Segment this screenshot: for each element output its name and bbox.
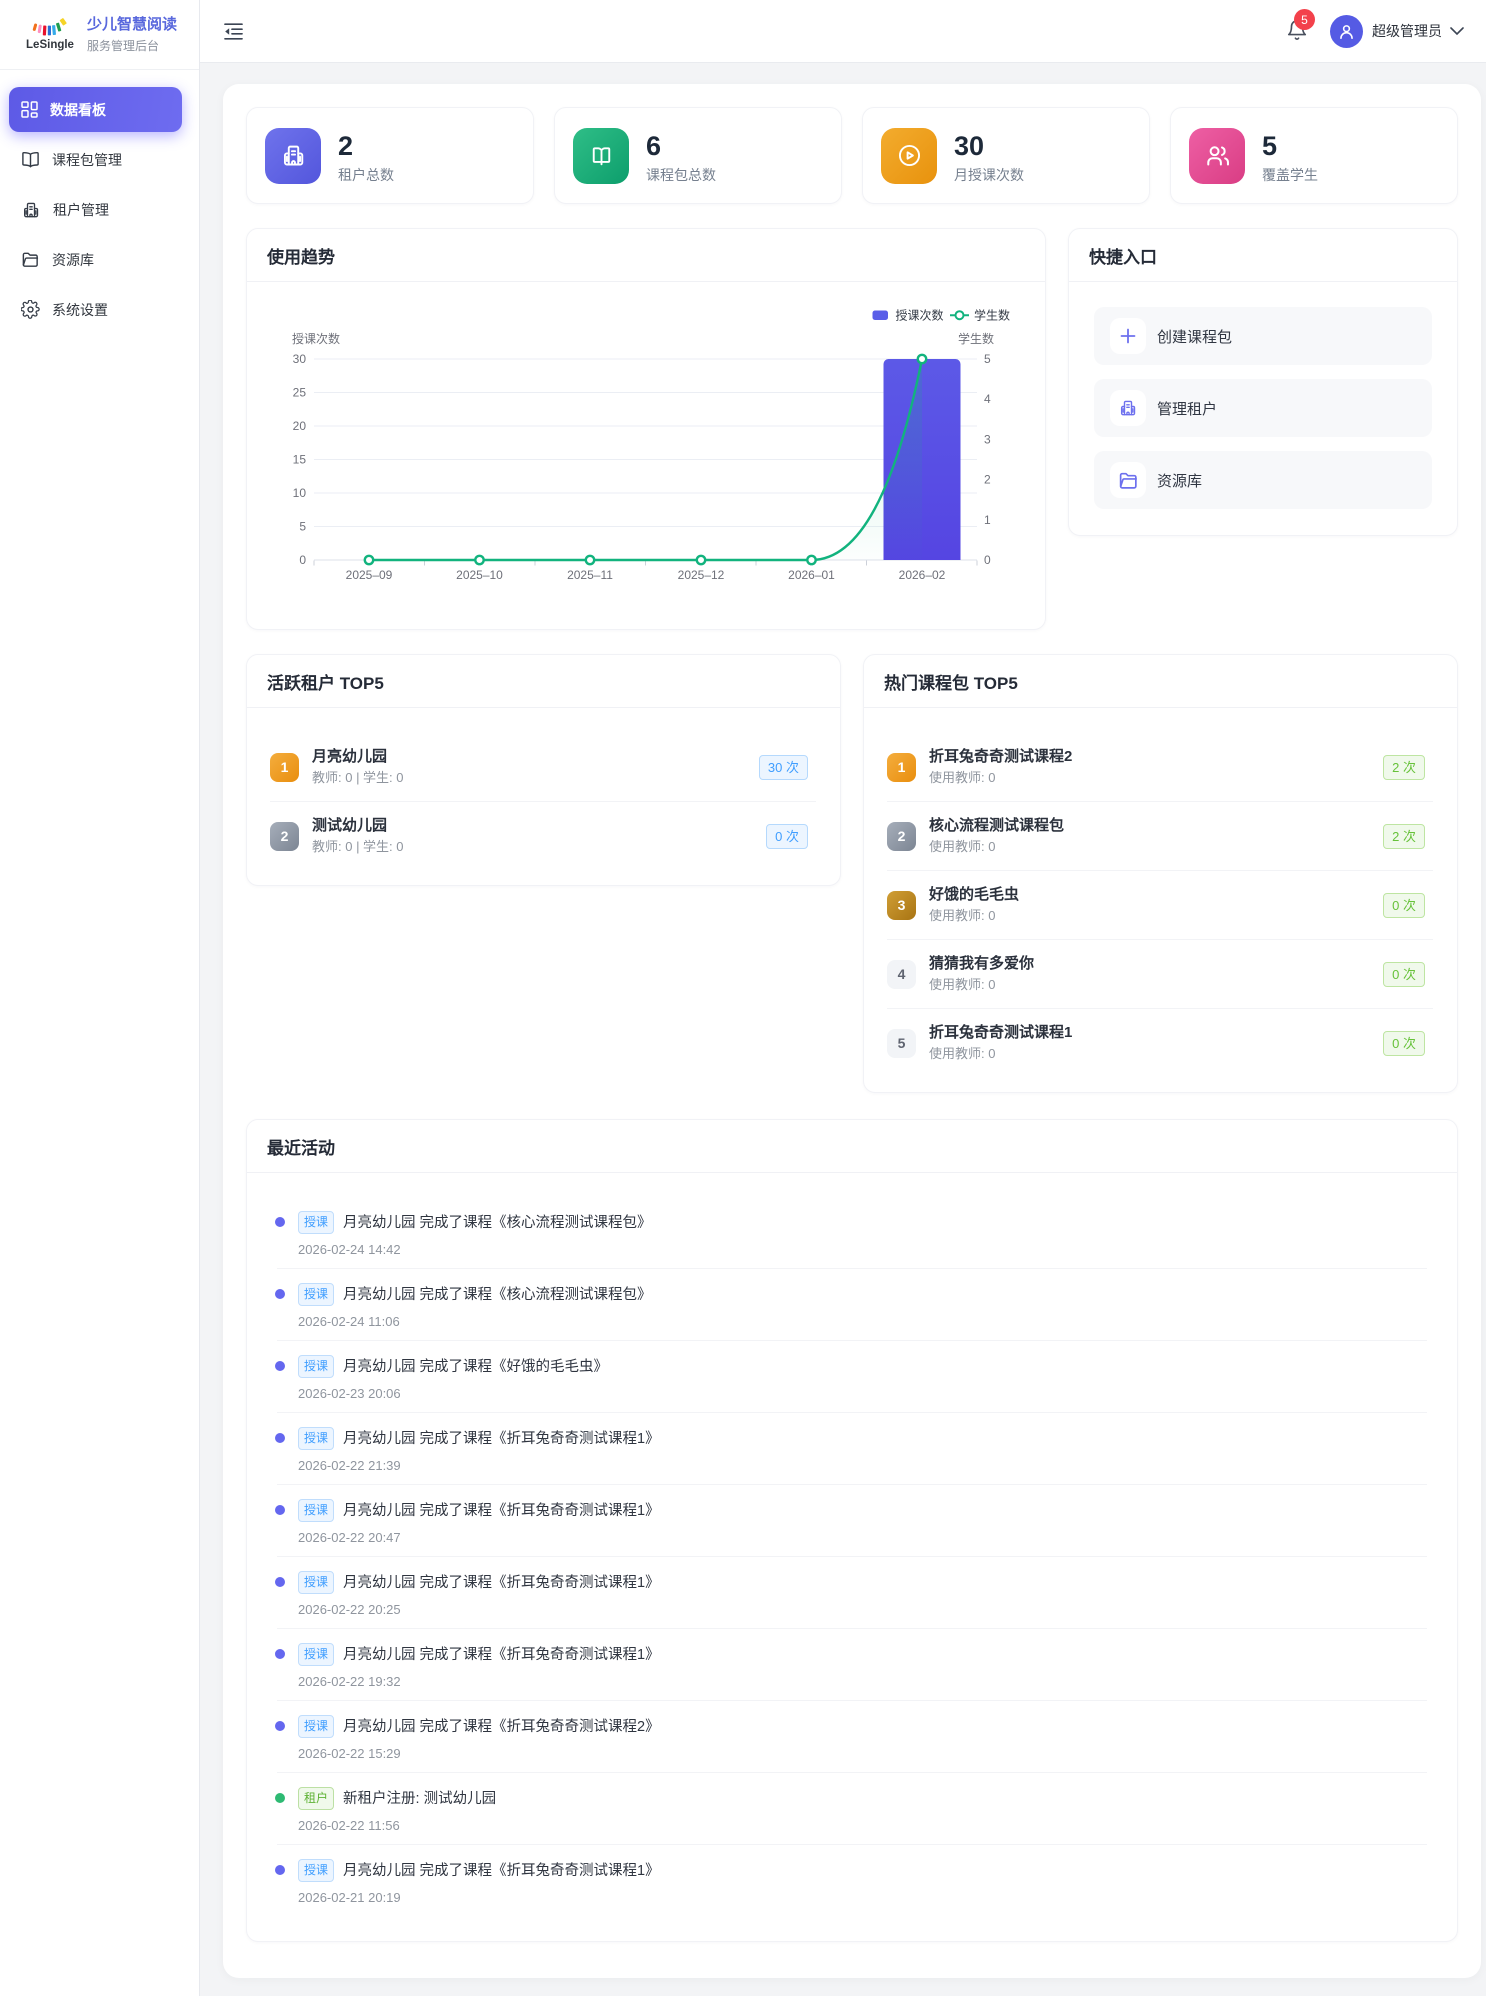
svg-text:15: 15	[293, 453, 307, 467]
svg-text:2025–09: 2025–09	[346, 568, 393, 582]
svg-text:0: 0	[299, 553, 306, 567]
svg-text:授课次数: 授课次数	[292, 331, 340, 346]
svg-text:学生数: 学生数	[958, 331, 994, 346]
svg-text:授课次数: 授课次数	[896, 308, 944, 323]
svg-text:30: 30	[293, 352, 307, 366]
svg-text:4: 4	[984, 392, 991, 406]
svg-text:2026–01: 2026–01	[788, 568, 835, 582]
svg-text:3: 3	[984, 432, 991, 446]
svg-text:0: 0	[984, 553, 991, 567]
svg-text:20: 20	[293, 419, 307, 433]
svg-text:25: 25	[293, 386, 307, 400]
svg-text:5: 5	[984, 352, 991, 366]
svg-text:2: 2	[984, 473, 991, 487]
svg-text:2025–11: 2025–11	[567, 568, 613, 582]
svg-text:2025–10: 2025–10	[456, 568, 503, 582]
svg-text:2025–12: 2025–12	[678, 568, 725, 582]
svg-text:2026–02: 2026–02	[899, 568, 946, 582]
svg-text:1: 1	[984, 513, 991, 527]
svg-text:学生数: 学生数	[974, 308, 1010, 323]
svg-text:10: 10	[293, 486, 307, 500]
svg-text:5: 5	[299, 520, 306, 534]
